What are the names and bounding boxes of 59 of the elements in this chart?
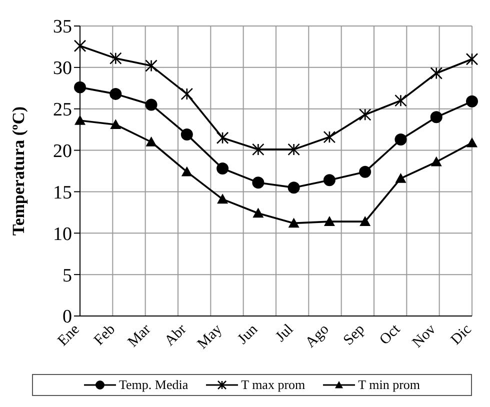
- x-tick-label: Ago: [302, 322, 332, 352]
- point: [360, 216, 371, 226]
- point: [395, 172, 406, 183]
- point: [252, 176, 264, 189]
- point: [74, 40, 86, 52]
- point: [323, 130, 336, 144]
- point: [324, 216, 335, 226]
- point: [217, 194, 228, 204]
- point: [288, 143, 300, 156]
- point: [110, 119, 122, 129]
- point: [394, 94, 407, 107]
- point: [74, 81, 86, 94]
- point: [430, 111, 442, 124]
- y-tick-label: 15: [53, 182, 72, 204]
- y-tick-label: 30: [53, 58, 72, 80]
- legend-label: T max prom: [241, 377, 306, 393]
- point: [252, 208, 264, 218]
- x-tick-label: Nov: [410, 321, 440, 352]
- y-tick-label: 10: [53, 224, 72, 245]
- point: [466, 95, 478, 108]
- point: [430, 156, 442, 166]
- point: [74, 114, 86, 125]
- y-tick-label: 20: [53, 141, 72, 162]
- y-tick-label: 0: [62, 306, 72, 328]
- x-tick-label: Oct: [376, 320, 404, 348]
- point: [180, 88, 194, 100]
- point: [109, 52, 122, 64]
- y-axis-title: Temperatura (ºC): [9, 106, 28, 236]
- x-tick-label: May: [194, 321, 226, 352]
- y-tick-label: 25: [53, 100, 72, 121]
- point: [288, 218, 300, 228]
- legend-label: Temp. Media: [118, 377, 188, 393]
- point: [181, 166, 192, 176]
- point: [323, 174, 336, 186]
- point: [216, 162, 229, 175]
- point: [110, 88, 122, 100]
- point: [252, 143, 264, 156]
- x-tick-label: Dic: [448, 321, 476, 348]
- x-tick-label: Feb: [91, 322, 118, 349]
- point: [288, 182, 300, 194]
- y-tick-label: 35: [53, 16, 72, 38]
- point: [466, 137, 478, 148]
- point: [216, 132, 229, 144]
- y-tick-label: 5: [62, 265, 72, 286]
- point: [358, 108, 372, 121]
- point: [145, 60, 158, 72]
- point: [180, 128, 193, 141]
- x-tick-label: Abr: [162, 322, 190, 350]
- point: [145, 98, 158, 111]
- point: [430, 67, 443, 80]
- x-tick-label: Mar: [125, 322, 154, 351]
- point: [466, 52, 478, 66]
- point: [394, 134, 407, 146]
- x-tick-label: Sep: [340, 322, 368, 349]
- point: [359, 166, 372, 178]
- x-tick-label: Jun: [234, 321, 262, 348]
- point: [146, 136, 157, 146]
- x-tick-label: Jul: [272, 322, 297, 346]
- legend-label: T min prom: [358, 377, 420, 393]
